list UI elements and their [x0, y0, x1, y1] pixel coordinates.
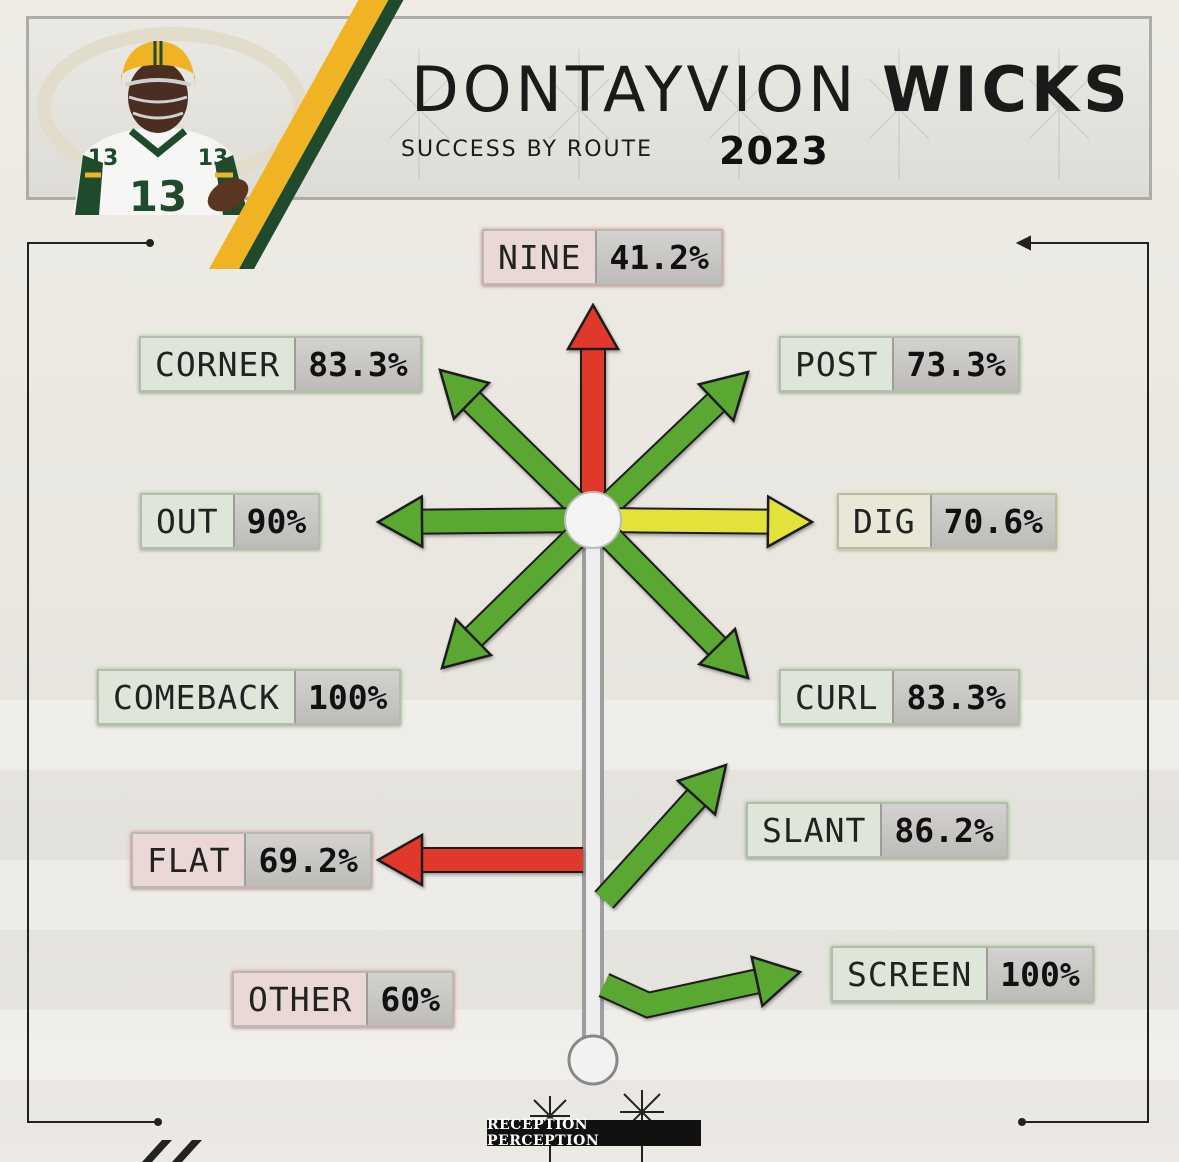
first-name: DONTAYVION	[411, 53, 859, 126]
route-arrowhead-post	[696, 370, 750, 423]
brand-logo: RECEPTION PERCEPTION	[487, 1117, 701, 1149]
route-success-rate: 86.2%	[880, 804, 1006, 856]
route-name: NINE	[498, 237, 582, 277]
route-label-flat: FLAT 69.2%	[131, 832, 372, 888]
route-name: DIG	[853, 501, 916, 541]
route-pattern-background	[388, 49, 1090, 179]
route-name: SLANT	[762, 810, 867, 850]
sleeve-number: 13	[198, 146, 229, 171]
route-label-screen: SCREEN 100%	[831, 946, 1094, 1002]
last-name: WICKS	[882, 53, 1132, 126]
route-label-comeback: COMEBACK 100%	[97, 669, 402, 725]
route-label-nine: NINE 41.2%	[482, 229, 723, 285]
route-name: OUT	[156, 501, 219, 541]
route-success-rate: 100%	[293, 671, 400, 723]
route-arrow-curl	[585, 512, 726, 655]
subtitle: SUCCESS BY ROUTE	[401, 137, 653, 162]
route-label-post: POST 73.3%	[779, 336, 1020, 392]
route-arrowhead-nine	[565, 302, 621, 351]
route-label-out: OUT 90%	[140, 493, 321, 549]
route-success-rate: 90%	[232, 495, 319, 547]
route-name: CURL	[795, 677, 879, 717]
player-photo: 13 13 13	[73, 41, 249, 215]
route-arrowhead-screen	[750, 955, 803, 1009]
route-name: COMEBACK	[113, 677, 280, 717]
route-success-rate: 69.2%	[244, 834, 370, 886]
route-arrow-dig	[592, 509, 769, 533]
player-name: DONTAYVION WICKS	[411, 59, 1132, 121]
route-name: POST	[795, 344, 879, 384]
route-name: OTHER	[248, 979, 353, 1019]
route-arrowhead-curl	[696, 626, 750, 680]
jersey-number: 13	[129, 172, 187, 215]
route-name: SCREEN	[847, 954, 973, 994]
route-arrow-screen	[599, 970, 760, 1017]
route-label-slant: SLANT 86.2%	[746, 802, 1008, 858]
route-success-rate: 83.3%	[294, 338, 420, 390]
route-name: FLAT	[147, 840, 231, 880]
route-arrowhead-comeback	[440, 616, 494, 670]
route-success-rate: 41.2%	[595, 231, 721, 283]
route-arrowhead-slant	[675, 763, 728, 817]
route-break-node	[564, 491, 622, 549]
route-success-rate: 73.3%	[892, 338, 1018, 390]
route-arrow-slant	[595, 790, 705, 908]
route-success-rate: 100%	[986, 948, 1092, 1000]
route-success-rate: 70.6%	[929, 495, 1055, 547]
route-label-corner: CORNER 83.3%	[139, 336, 422, 392]
team-color-stripe	[209, 0, 404, 269]
route-label-other: OTHER 60%	[232, 971, 454, 1027]
route-arrowhead-out	[375, 494, 424, 549]
route-arrowhead-corner	[438, 368, 492, 422]
route-success-rate: 60%	[366, 973, 452, 1025]
route-arrowhead-dig	[766, 494, 815, 549]
season-year: 2023	[719, 129, 829, 173]
sleeve-number: 13	[88, 146, 119, 171]
route-success-rate: 83.3%	[892, 671, 1018, 723]
route-arrowhead-flat	[375, 832, 424, 888]
route-label-dig: DIG 70.6%	[837, 493, 1057, 549]
header-banner: 13 13 13 DONTAYVION WICKS SUCCESS BY ROU…	[26, 0, 1152, 269]
route-name: CORNER	[155, 344, 281, 384]
route-stem	[567, 509, 619, 1086]
route-label-curl: CURL 83.3%	[779, 669, 1020, 725]
